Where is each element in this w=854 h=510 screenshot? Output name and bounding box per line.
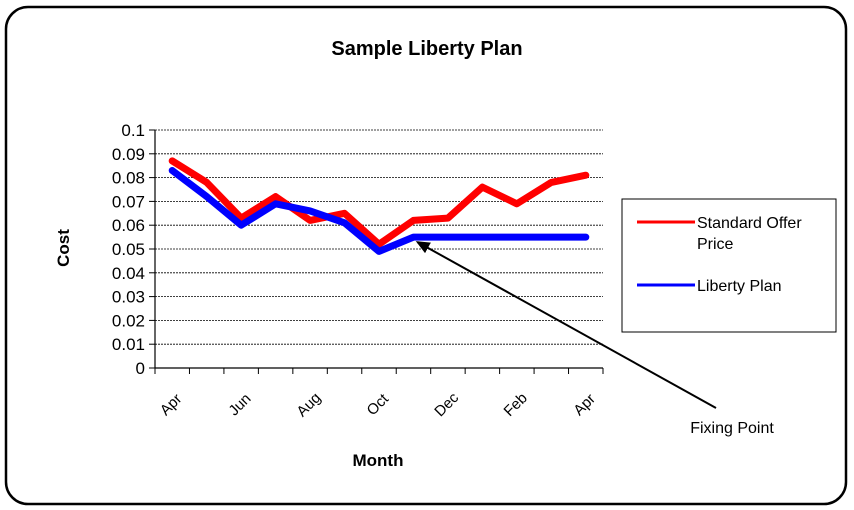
legend-label-standard-offer: Standard Offer Price [697,215,806,253]
y-tick-label: 0.09 [112,145,145,164]
axes [154,130,604,374]
y-tick-label: 0.07 [112,192,145,211]
legend-label-liberty-plan: Liberty Plan [697,278,782,295]
y-tick-label: 0.08 [112,169,145,188]
series-line-liberty-plan [168,167,590,255]
y-tick-label: 0 [136,359,145,378]
annotation-fixing-point: Fixing Point [415,241,774,437]
y-tick-label: 0.05 [112,240,145,259]
legend: Standard Offer Price Liberty Plan [621,198,837,333]
y-tick-label: 0.03 [112,288,145,307]
y-tick-label: 0.02 [112,311,145,330]
chart-title: Sample Liberty Plan [331,38,522,60]
chart-border [4,5,848,506]
annotation-arrow [415,241,717,409]
y-tick-label: 0.01 [112,335,145,354]
y-tick-label: 0.1 [121,121,145,140]
annotation-label: Fixing Point [690,420,774,437]
series-lines [168,157,590,255]
gridlines [149,129,603,369]
series-line-standard-offer [168,157,590,248]
y-axis-label: Cost [54,229,73,267]
x-axis-label: Month [353,451,404,470]
y-tick-label: 0.06 [112,216,145,235]
y-tick-label: 0.04 [112,264,145,283]
y-tick-labels: 0 0.01 0.02 0.03 0.04 0.05 0.06 0.07 0.08 0.09 0.1 [112,121,145,378]
